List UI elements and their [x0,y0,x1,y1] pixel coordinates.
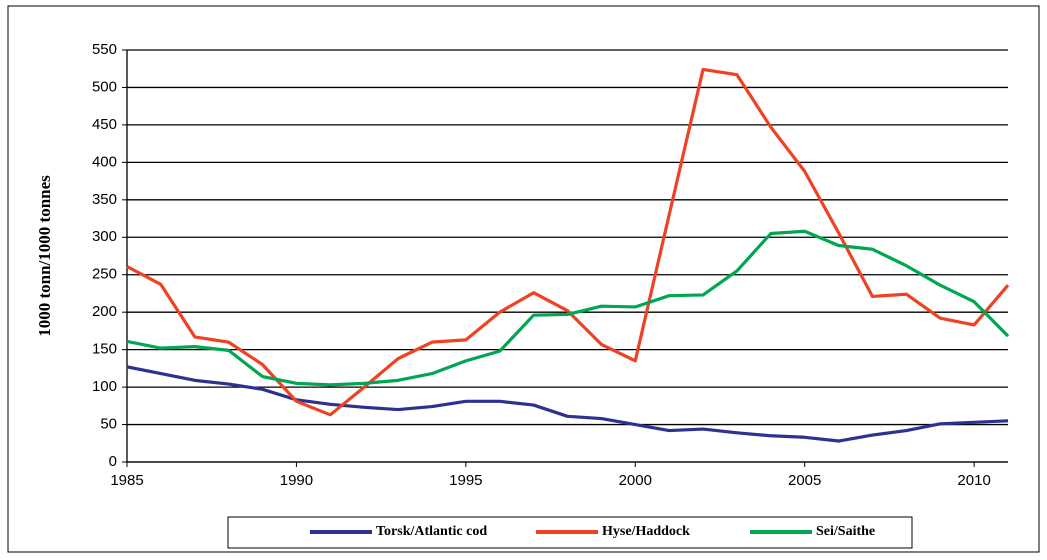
x-tick-label: 1995 [449,472,482,489]
y-axis-label: 1000 tonn/1000 tonnes [35,175,54,337]
y-tick-label: 350 [92,191,117,208]
series-line [126,67,1010,417]
y-tick-label: 450 [92,116,117,133]
x-tick-label: 1985 [110,472,143,489]
legend-label: Torsk/Atlantic cod [376,524,487,539]
y-tick-label: 550 [92,41,117,58]
y-tick-label: 50 [100,416,117,433]
series-line [126,365,1009,443]
y-tick-label: 200 [92,303,117,320]
legend-box [227,516,913,549]
x-tick-label: 2000 [619,472,652,489]
y-tick-label: 150 [92,341,117,358]
legend-label: Hyse/Haddock [602,524,690,539]
y-tick-label: 250 [92,266,117,283]
series-line [126,229,1010,387]
legend-label: Sei/Saithe [816,524,875,539]
x-tick-label: 2005 [788,472,821,489]
x-tick-label: 2010 [957,472,990,489]
y-tick-label: 0 [109,453,117,470]
y-tick-label: 500 [92,78,117,95]
chart-frame [7,5,1040,553]
x-tick-label: 1990 [280,472,313,489]
y-tick-label: 400 [92,153,117,170]
y-tick-label: 100 [92,378,117,395]
y-tick-label: 300 [92,228,117,245]
